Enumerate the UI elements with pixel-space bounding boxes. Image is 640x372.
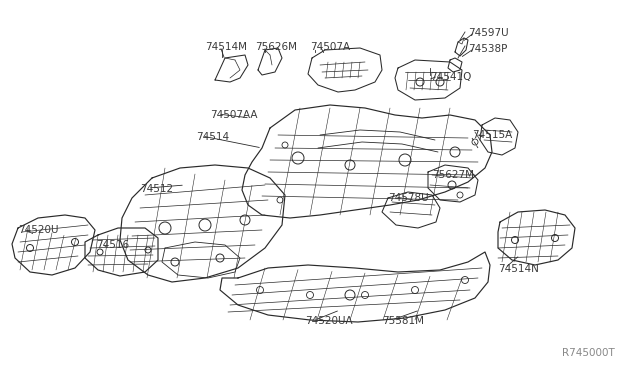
Text: 74578U: 74578U bbox=[388, 193, 429, 203]
Text: 75581M: 75581M bbox=[382, 316, 424, 326]
Text: 74541Q: 74541Q bbox=[430, 72, 472, 82]
Text: 74512: 74512 bbox=[140, 184, 173, 194]
Text: 74597U: 74597U bbox=[468, 28, 509, 38]
Text: 74507A: 74507A bbox=[310, 42, 350, 52]
Text: 75627M: 75627M bbox=[432, 170, 474, 180]
Text: R745000T: R745000T bbox=[562, 348, 615, 358]
Text: 74516: 74516 bbox=[96, 240, 129, 250]
Text: 74538P: 74538P bbox=[468, 44, 508, 54]
Text: 74514M: 74514M bbox=[205, 42, 247, 52]
Text: 74514: 74514 bbox=[196, 132, 229, 142]
Text: 74515A: 74515A bbox=[472, 130, 512, 140]
Text: 74507AA: 74507AA bbox=[210, 110, 257, 120]
Text: 74520UA: 74520UA bbox=[305, 316, 353, 326]
Text: 74514N: 74514N bbox=[498, 264, 539, 274]
Text: 74520U: 74520U bbox=[18, 225, 58, 235]
Text: 75626M: 75626M bbox=[255, 42, 297, 52]
